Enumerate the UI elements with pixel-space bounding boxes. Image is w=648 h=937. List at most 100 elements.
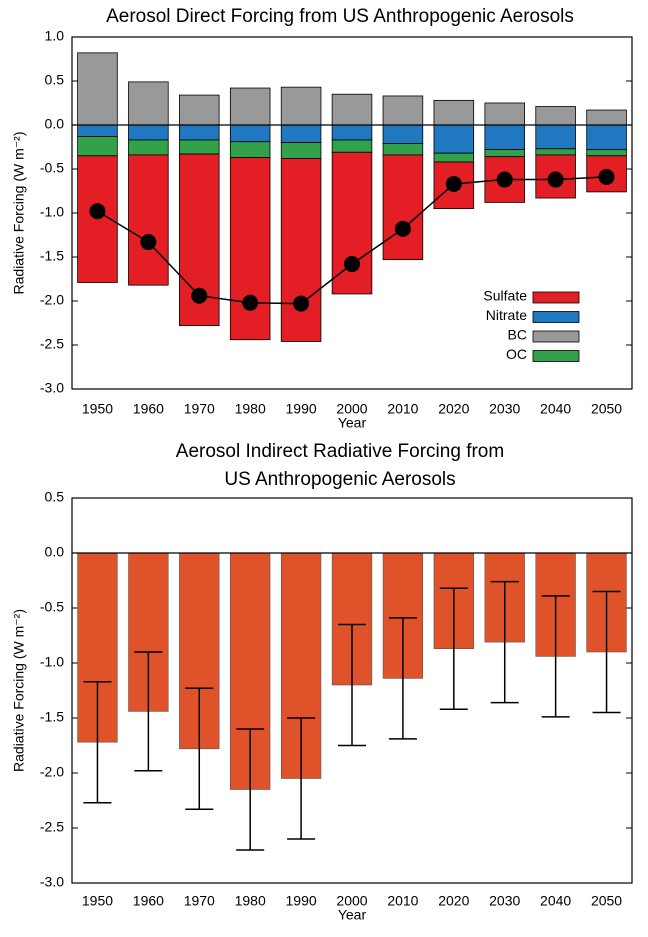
error-bar xyxy=(134,651,163,772)
x-tick-label: 1960 xyxy=(133,893,164,909)
y-tick-label: -1.0 xyxy=(40,204,64,220)
bar-segment xyxy=(280,124,322,144)
chart-title: US Anthropogenic Aerosols xyxy=(224,469,455,490)
y-tick-label: -1.5 xyxy=(40,248,64,264)
x-tick-label: 2050 xyxy=(591,893,622,909)
bar-segment xyxy=(77,52,118,126)
bar xyxy=(331,552,373,686)
x-tick-label: 1990 xyxy=(286,401,317,417)
error-bar xyxy=(388,617,417,740)
y-tick-label: 0.0 xyxy=(45,544,65,560)
bar-segment xyxy=(535,106,576,126)
x-tick-label: 2040 xyxy=(540,893,571,909)
y-tick-label: -0.5 xyxy=(40,160,64,176)
legend-swatch xyxy=(532,311,580,323)
error-bar xyxy=(287,717,316,840)
bar-segment xyxy=(229,87,271,126)
x-tick-label: 1980 xyxy=(235,401,266,417)
net-point xyxy=(191,287,208,304)
legend-label: BC xyxy=(508,327,527,343)
legend-swatch xyxy=(532,330,580,343)
bar-segment xyxy=(179,139,220,155)
x-tick-label: 2010 xyxy=(387,893,418,909)
y-tick-label: -1.0 xyxy=(40,654,64,670)
y-tick-label: -2.5 xyxy=(40,336,64,352)
x-tick-label: 1980 xyxy=(235,893,266,909)
bar-segment xyxy=(382,154,424,261)
bar-segment xyxy=(77,136,118,157)
bar-segment xyxy=(484,149,525,158)
bar-segment xyxy=(128,139,169,156)
y-tick-label: -3.0 xyxy=(40,874,64,890)
bar-segment xyxy=(280,158,322,342)
chart-title: Aerosol Indirect Radiative Forcing from xyxy=(176,441,504,462)
legend-swatch xyxy=(532,350,580,362)
error-bar xyxy=(439,587,468,710)
y-tick-label: -3.0 xyxy=(40,380,64,396)
net-point xyxy=(394,220,411,237)
net-point xyxy=(445,175,462,192)
bar-segment xyxy=(331,139,373,153)
bar-segment xyxy=(586,109,627,126)
bar-segment xyxy=(586,124,627,151)
bar-segment xyxy=(229,124,271,143)
net-point xyxy=(293,295,310,312)
bar-segment xyxy=(77,124,118,137)
bar-segment xyxy=(179,94,220,126)
net-point xyxy=(344,256,360,273)
bar-segment xyxy=(382,95,424,126)
x-tick-label: 1960 xyxy=(133,401,164,417)
error-bar xyxy=(83,680,112,804)
x-tick-label: 2030 xyxy=(489,401,520,417)
bar-segment xyxy=(179,124,220,141)
bar-segment xyxy=(535,148,576,156)
y-tick-label: 0.5 xyxy=(45,72,65,88)
error-bar xyxy=(236,728,265,851)
bar-segment xyxy=(128,81,169,126)
bar-segment xyxy=(229,157,271,341)
plot-frame xyxy=(71,497,633,884)
x-tick-label: 1950 xyxy=(82,893,113,909)
x-tick-label: 2020 xyxy=(438,893,469,909)
error-bar xyxy=(490,580,519,704)
y-tick-label: 0.0 xyxy=(45,116,65,132)
error-bar xyxy=(541,595,570,718)
legend-label: OC xyxy=(506,346,527,362)
y-axis-label: Radiative Forcing (W m⁻²) xyxy=(11,132,27,295)
bar-segment xyxy=(382,124,424,144)
bar-segment xyxy=(331,151,373,295)
y-tick-label: -0.5 xyxy=(40,599,64,615)
plot-frame xyxy=(71,36,633,390)
x-axis-label: Year xyxy=(338,907,367,923)
net-point xyxy=(242,294,259,311)
y-axis-label: Radiative Forcing (W m⁻²) xyxy=(11,609,27,772)
y-tick-label: -2.0 xyxy=(40,292,64,308)
bar-segment xyxy=(484,124,525,151)
bar-segment xyxy=(128,124,169,141)
bar-segment xyxy=(433,99,475,126)
bar-segment xyxy=(331,124,373,141)
x-tick-label: 2040 xyxy=(540,401,571,417)
x-tick-label: 1950 xyxy=(82,401,113,417)
net-point xyxy=(598,168,615,185)
net-point xyxy=(496,171,513,188)
x-tick-label: 2000 xyxy=(336,401,367,417)
x-tick-label: 2000 xyxy=(336,893,367,909)
bar-segment xyxy=(484,102,525,126)
x-tick-label: 2010 xyxy=(387,401,418,417)
chart-title: Aerosol Direct Forcing from US Anthropog… xyxy=(106,6,574,27)
error-bar xyxy=(185,687,214,811)
y-tick-label: -2.0 xyxy=(40,764,64,780)
legend-label: Sulfate xyxy=(483,288,527,304)
y-tick-label: -1.5 xyxy=(40,709,64,725)
legend-label: Nitrate xyxy=(486,307,527,323)
net-point xyxy=(140,234,157,251)
bar-segment xyxy=(331,93,373,126)
x-tick-label: 2050 xyxy=(591,401,622,417)
x-tick-label: 1970 xyxy=(184,401,215,417)
net-point xyxy=(89,203,106,220)
x-tick-label: 1970 xyxy=(184,893,215,909)
error-bar xyxy=(338,623,366,747)
x-tick-label: 2020 xyxy=(438,401,469,417)
